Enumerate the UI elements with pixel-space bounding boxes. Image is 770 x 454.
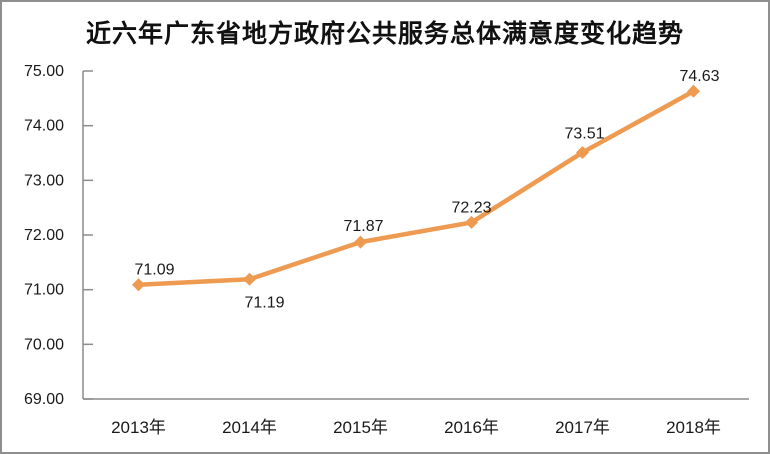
data-point-label: 74.63 <box>679 68 719 85</box>
y-axis-tick-label: 71.00 <box>24 282 64 299</box>
x-axis-label: 2013年 <box>111 418 166 437</box>
x-axis-label: 2018年 <box>666 418 721 437</box>
y-axis-tick-label: 74.00 <box>24 118 64 135</box>
data-point-marker <box>243 272 256 286</box>
x-axis-label: 2014年 <box>222 418 277 437</box>
data-point-label: 71.87 <box>343 218 383 235</box>
y-axis-tick-label: 70.00 <box>24 336 64 353</box>
y-axis-tick-label: 69.00 <box>24 391 64 408</box>
y-axis-tick-label: 72.00 <box>24 227 64 244</box>
y-axis-tick-label: 73.00 <box>24 172 64 189</box>
data-point-marker <box>132 278 145 292</box>
chart-title: 近六年广东省地方政府公共服务总体满意度变化趋势 <box>85 21 684 48</box>
data-point-label: 71.09 <box>134 262 174 279</box>
data-point-marker <box>465 215 478 229</box>
y-axis-tick-label: 75.00 <box>24 63 64 80</box>
data-point-label: 71.19 <box>244 294 284 311</box>
data-point-label: 72.23 <box>451 199 491 216</box>
trend-line <box>136 88 696 287</box>
data-point-marker <box>687 84 700 98</box>
data-point-marker <box>354 235 367 249</box>
x-axis-label: 2017年 <box>555 418 610 437</box>
data-point-label: 73.51 <box>564 125 604 142</box>
x-axis-label: 2015年 <box>333 418 388 437</box>
data-point-marker <box>576 145 589 159</box>
x-axis-label: 2016年 <box>444 418 499 437</box>
